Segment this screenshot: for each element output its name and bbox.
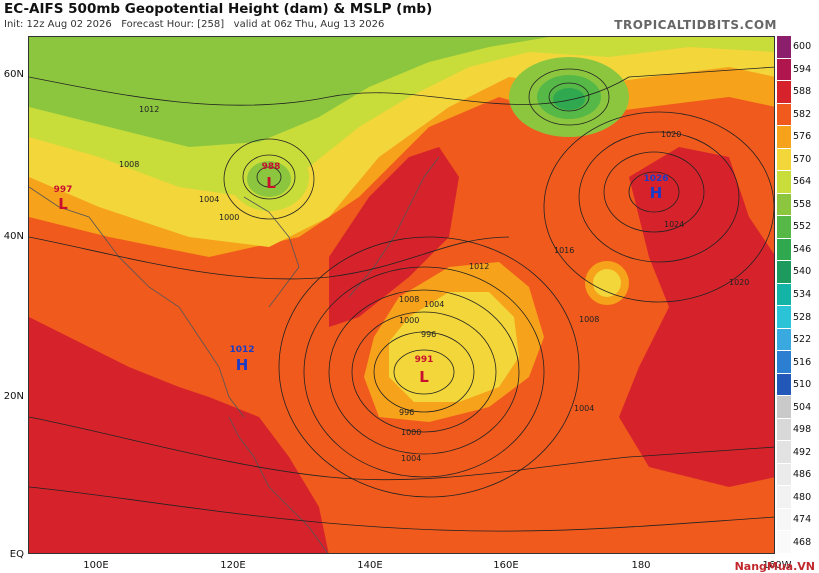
low-center-marker: L	[419, 368, 429, 386]
colorbar-label: 492	[793, 446, 812, 458]
colorbar-label: 546	[793, 243, 812, 255]
lon-label: 160W	[762, 560, 792, 571]
isobar-label: 1004	[574, 404, 594, 413]
colorbar-swatch	[777, 283, 791, 307]
colorbar-label: 558	[793, 198, 812, 210]
colorbar-label: 468	[793, 536, 812, 548]
high-value: 1026	[643, 174, 668, 184]
colorbar-label: 522	[793, 334, 812, 346]
colorbar-swatch	[777, 81, 791, 104]
colorbar-swatch	[777, 216, 791, 239]
lon-label: 180	[631, 560, 651, 571]
colorbar-swatch	[777, 171, 791, 194]
colorbar-label: 552	[793, 221, 812, 233]
colorbar-swatch	[777, 396, 791, 419]
colorbar-swatch	[777, 103, 791, 127]
colorbar-swatch	[777, 351, 791, 374]
colorbar-label: 540	[793, 266, 812, 278]
colorbar-label: 570	[793, 153, 812, 165]
colorbar-swatch	[777, 126, 791, 149]
isobar-label: 1000	[399, 316, 419, 325]
colorbar-label: 576	[793, 131, 812, 143]
colorbar-swatch	[777, 58, 791, 82]
colorbar-label: 504	[793, 401, 812, 413]
isobar-label: 1020	[729, 278, 749, 287]
isobar-label: 1008	[411, 552, 431, 554]
colorbar-swatch	[777, 306, 791, 329]
isobar-label: 1012	[139, 105, 159, 114]
map-panel: 1012 1008 1004 1000 996 1016 1020 1024 9…	[28, 36, 775, 554]
isobar-label: 996	[399, 408, 414, 417]
colorbar-swatch	[777, 261, 791, 284]
map-svg: 1012 1008 1004 1000 996 1016 1020 1024 9…	[29, 37, 774, 554]
coastline-japan	[348, 156, 440, 298]
colorbar-label: 582	[793, 108, 812, 120]
coastline-philippines	[228, 416, 329, 553]
colorbar-swatch	[777, 508, 791, 532]
isobar-label: 1000	[401, 428, 421, 437]
high-center-marker: H	[236, 356, 249, 374]
low-value: 991	[415, 355, 434, 365]
isobar-label: 1000	[219, 213, 239, 222]
colorbar-label: 516	[793, 356, 812, 368]
isobar-label: 1012	[469, 262, 489, 271]
colorbar-swatch	[777, 486, 791, 509]
isobar-label: 1008	[119, 160, 139, 169]
isobar-label: 1008	[399, 295, 419, 304]
low-value: 988	[262, 162, 281, 172]
isobar-label: 1020	[661, 130, 681, 139]
map-subtitle: Init: 12z Aug 02 2026 Forecast Hour: [25…	[4, 19, 385, 30]
colorbar-label: 510	[793, 379, 812, 391]
lon-label: 140E	[357, 560, 383, 571]
lon-label: 120E	[220, 560, 246, 571]
lon-label: 100E	[83, 560, 109, 571]
isobar-label: 1004	[401, 454, 421, 463]
isobar-label: 1004	[424, 300, 444, 309]
colorbar: 600 594 588 582 576 570 564 558 552 546 540 534 528 5…	[777, 36, 819, 554]
high-center-marker: H	[650, 184, 663, 202]
colorbar-label: 486	[793, 469, 812, 481]
isobar-label: 1008	[579, 315, 599, 324]
lat-label: 60N	[3, 69, 24, 80]
watermark-label: NangMua.VN	[734, 560, 815, 573]
colorbar-label: 480	[793, 491, 812, 503]
colorbar-swatch	[777, 373, 791, 397]
lat-label: 40N	[3, 231, 24, 242]
colorbar-label: 498	[793, 424, 812, 436]
high-value: 1012	[229, 345, 254, 355]
height-field-558	[29, 37, 549, 147]
lat-label: EQ	[9, 549, 24, 560]
colorbar-label: 594	[793, 63, 812, 75]
colorbar-label: 528	[793, 311, 812, 323]
coastline-asia	[29, 186, 245, 418]
colorbar-swatch	[777, 36, 791, 59]
colorbar-swatch	[777, 441, 791, 464]
isobar-label: 996	[421, 330, 436, 339]
colorbar-label: 600	[793, 41, 812, 53]
colorbar-swatch	[777, 531, 791, 554]
colorbar-label: 588	[793, 86, 812, 98]
isobars	[29, 66, 774, 532]
low-center-marker: L	[266, 174, 276, 192]
colorbar-label: 564	[793, 176, 812, 188]
isobar-label: 1016	[554, 246, 574, 255]
colorbar-label: 474	[793, 514, 812, 526]
isobar-label: 1004	[199, 195, 219, 204]
lat-label: 20N	[3, 391, 24, 402]
low-center-marker: L	[58, 195, 68, 213]
low-value: 997	[54, 185, 73, 195]
colorbar-swatch	[777, 328, 791, 352]
colorbar-swatch	[777, 238, 791, 262]
map-title: EC-AIFS 500mb Geopotential Height (dam) …	[4, 1, 433, 17]
colorbar-swatch	[777, 193, 791, 217]
colorbar-swatch	[777, 418, 791, 442]
colorbar-swatch	[777, 463, 791, 487]
brand-label: TROPICALTIDBITS.COM	[614, 18, 777, 32]
colorbar-swatch	[777, 148, 791, 172]
colorbar-label: 534	[793, 289, 812, 300]
lon-label: 160E	[493, 560, 519, 571]
isobar-label: 1024	[664, 220, 684, 229]
